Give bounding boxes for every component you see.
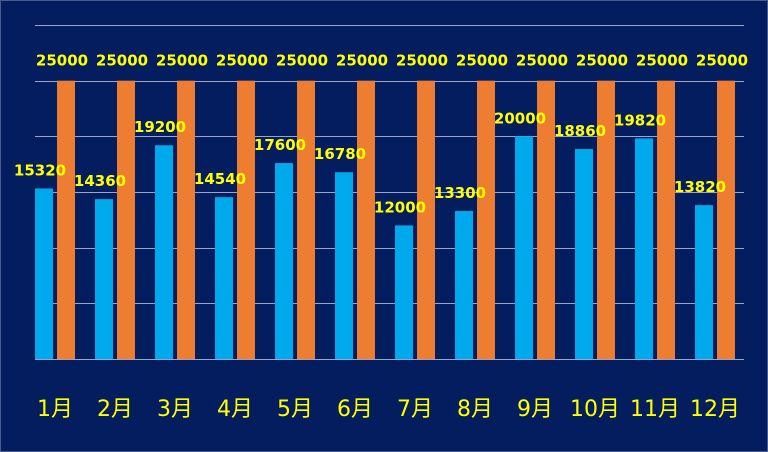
data-label-series1: 19200 — [134, 118, 186, 136]
bar-series1 — [35, 188, 53, 359]
bar-series1 — [275, 163, 293, 359]
category-label: 3月 — [157, 397, 193, 422]
data-label-series1: 14360 — [74, 172, 126, 190]
data-label-series2: 25000 — [36, 52, 88, 70]
category-label: 7月 — [397, 397, 433, 422]
category-label: 5月 — [277, 397, 313, 422]
data-label-series2: 25000 — [576, 52, 628, 70]
bar-series2 — [297, 80, 315, 360]
data-label-series2: 25000 — [96, 52, 148, 70]
data-label-series1: 16780 — [314, 145, 366, 163]
category-label: 11月 — [630, 397, 680, 422]
category-labels: 1月 2月 3月 4月 5月 6月 7月 8月 9月 10月 11月 12月 — [37, 397, 740, 422]
data-label-series2: 25000 — [396, 52, 448, 70]
category-label: 12月 — [690, 397, 740, 422]
bar-series1 — [395, 225, 413, 359]
category-label: 6月 — [337, 397, 373, 422]
bar-series2 — [657, 80, 675, 360]
bar-series1 — [575, 149, 593, 359]
bar-series1 — [695, 205, 713, 359]
bar-series2 — [237, 80, 255, 360]
bar-series2 — [357, 80, 375, 360]
category-label: 8月 — [457, 397, 493, 422]
data-label-series2: 25000 — [336, 52, 388, 70]
data-label-series2: 25000 — [696, 52, 748, 70]
bar-series1 — [455, 210, 473, 359]
bar-series1 — [335, 172, 353, 359]
data-label-series1: 19820 — [614, 111, 666, 129]
data-label-series1: 15320 — [14, 161, 66, 179]
bars — [35, 80, 735, 360]
data-label-series2: 25000 — [276, 52, 328, 70]
data-label-series2: 25000 — [636, 52, 688, 70]
bar-series2 — [417, 80, 435, 360]
bar-series2 — [537, 80, 555, 360]
bar-series1 — [155, 145, 173, 359]
category-label: 2月 — [97, 397, 133, 422]
data-label-series2: 25000 — [516, 52, 568, 70]
bar-series2 — [177, 80, 195, 360]
bar-series2 — [717, 80, 735, 360]
data-labels: 15320 25000 14360 25000 19200 25000 14540 25000… — [14, 52, 748, 217]
data-label-series1: 20000 — [494, 109, 546, 127]
bar-series2 — [117, 80, 135, 360]
bar-series2 — [57, 80, 75, 360]
data-label-series1: 18860 — [554, 122, 606, 140]
data-label-series1: 13820 — [674, 178, 726, 196]
data-label-series2: 25000 — [216, 52, 268, 70]
bar-series1 — [515, 136, 533, 359]
data-label-series1: 12000 — [374, 198, 426, 216]
category-label: 1月 — [37, 397, 73, 422]
data-label-series2: 25000 — [456, 52, 508, 70]
bar-series2 — [477, 80, 495, 360]
bar-series2 — [597, 80, 615, 360]
bar-series1 — [95, 199, 113, 359]
data-label-series1: 13300 — [434, 184, 486, 202]
data-label-series2: 25000 — [156, 52, 208, 70]
data-label-series1: 14540 — [194, 170, 246, 188]
gridlines — [35, 25, 744, 360]
category-label: 9月 — [517, 397, 553, 422]
bar-series1 — [215, 197, 233, 359]
data-label-series1: 17600 — [254, 136, 306, 154]
category-label: 4月 — [217, 397, 253, 422]
bar-series1 — [635, 138, 653, 359]
category-label: 10月 — [570, 397, 620, 422]
